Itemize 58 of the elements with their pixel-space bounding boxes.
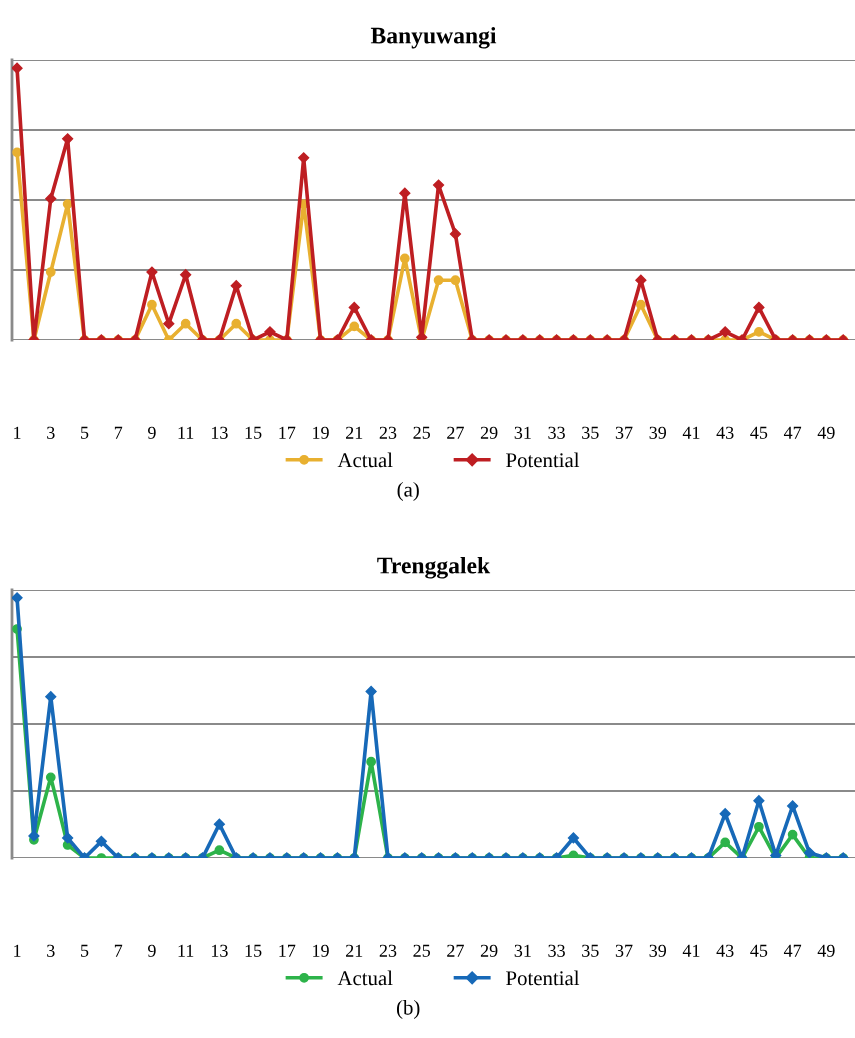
x-tick-label: 27	[447, 426, 464, 439]
x-tick-label: 7	[114, 944, 123, 957]
x-tick-label: 21	[346, 944, 363, 957]
x-tick-label: 23	[379, 426, 397, 439]
x-tick-label: 19	[313, 944, 329, 957]
legend-label: Potential	[506, 452, 580, 468]
text: (b)	[396, 1000, 420, 1019]
legend-label: Actual	[337, 452, 393, 468]
x-tick-label: 39	[649, 944, 667, 957]
x-tick-label: 29	[480, 944, 498, 957]
x-tick-label: 1	[14, 944, 21, 957]
chart-title: Banyuwangi	[370, 26, 497, 49]
x-tick-label: 15	[245, 426, 262, 439]
x-tick-label: 43	[716, 944, 734, 957]
x-tick-label: 21	[346, 426, 363, 439]
x-tick-label: 37	[615, 944, 633, 957]
x-tick-label: 35	[582, 426, 599, 439]
x-tick-label: 9	[148, 426, 156, 439]
x-tick-label: 41	[682, 944, 700, 957]
x-tick-label: 11	[178, 944, 194, 957]
chart-title: Trenggalek	[377, 556, 491, 579]
x-tick-label: 47	[783, 944, 802, 957]
x-tick-label: 13	[211, 426, 228, 439]
x-tick-label: 49	[817, 944, 835, 957]
x-tick-label: 41	[682, 426, 700, 439]
x-tick-label: 33	[548, 944, 565, 957]
x-tick-label: 31	[514, 426, 531, 439]
x-tick-label: 23	[379, 944, 397, 957]
x-tick-label: 35	[582, 944, 599, 957]
x-tick-label: 43	[716, 426, 734, 439]
x-tick-label: 5	[81, 426, 89, 439]
x-tick-label: 13	[211, 944, 228, 957]
x-tick-label: 49	[817, 426, 835, 439]
legend-label: Actual	[337, 970, 393, 986]
x-tick-label: 11	[178, 426, 194, 439]
x-tick-label: 17	[279, 426, 296, 439]
x-tick-label: 47	[783, 426, 802, 439]
x-tick-label: 27	[447, 944, 464, 957]
text: (a)	[397, 482, 419, 501]
x-tick-label: 7	[114, 426, 123, 439]
x-tick-label: 1	[14, 426, 21, 439]
x-tick-label: 19	[313, 426, 329, 439]
x-tick-label: 15	[245, 944, 262, 957]
legend-label: Potential	[506, 970, 580, 986]
x-tick-label: 25	[413, 944, 431, 957]
x-tick-label: 17	[279, 944, 296, 957]
x-tick-label: 29	[480, 426, 498, 439]
x-tick-label: 3	[47, 944, 55, 957]
x-tick-label: 45	[750, 426, 768, 439]
x-tick-label: 31	[514, 944, 531, 957]
x-tick-label: 9	[148, 944, 156, 957]
x-tick-label: 25	[413, 426, 431, 439]
x-tick-label: 3	[47, 426, 55, 439]
x-tick-label: 37	[615, 426, 633, 439]
x-tick-label: 45	[750, 944, 768, 957]
x-tick-label: 39	[649, 426, 667, 439]
x-tick-label: 5	[81, 944, 89, 957]
x-tick-label: 33	[548, 426, 565, 439]
